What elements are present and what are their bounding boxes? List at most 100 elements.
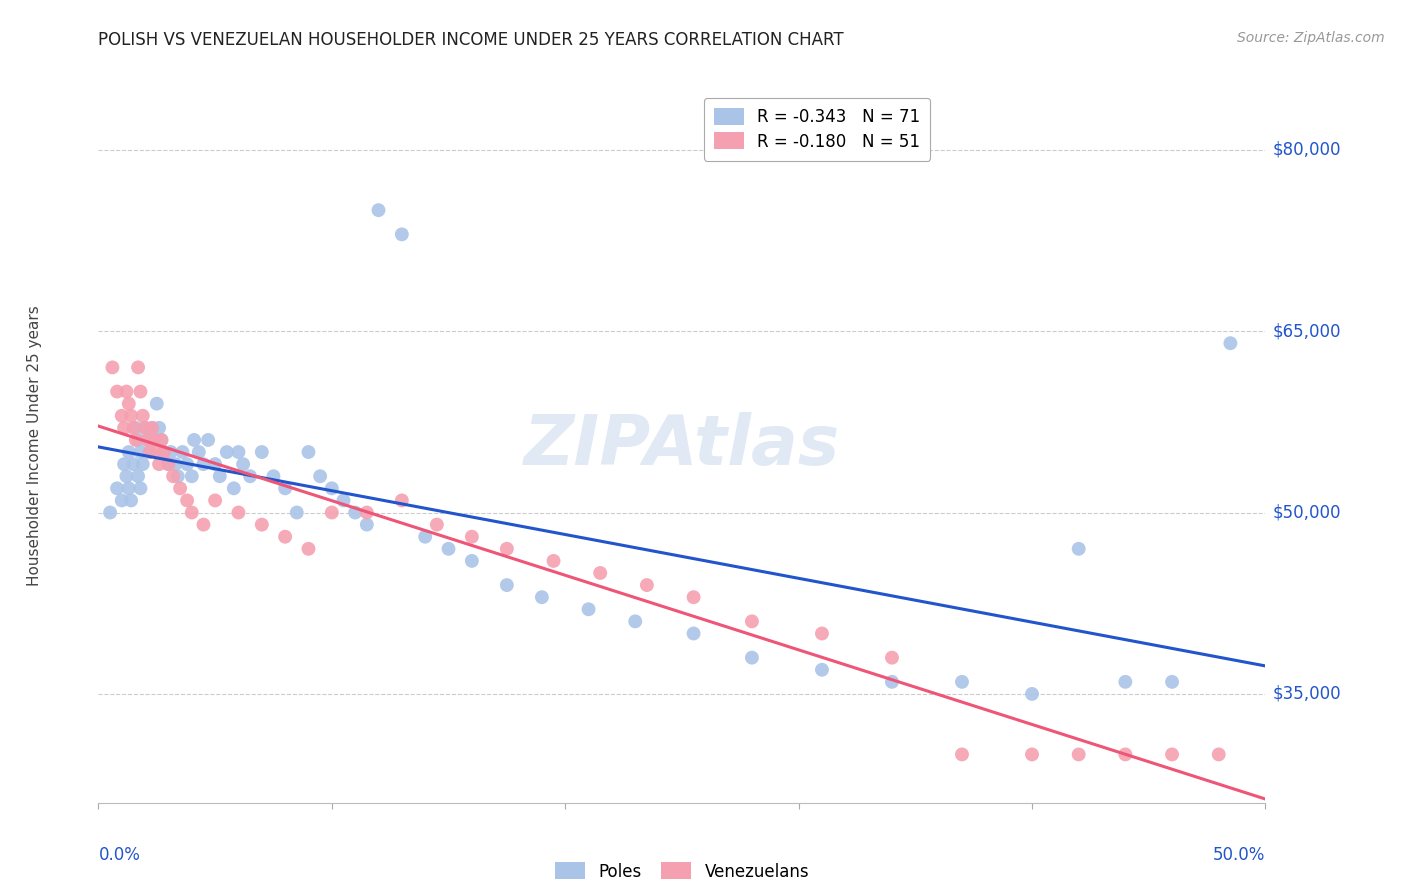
Point — [262, 469, 284, 483]
Point — [187, 445, 209, 459]
Text: POLISH VS VENEZUELAN HOUSEHOLDER INCOME UNDER 25 YEARS CORRELATION CHART: POLISH VS VENEZUELAN HOUSEHOLDER INCOME … — [98, 31, 844, 49]
Point — [1067, 747, 1090, 762]
Point — [136, 433, 159, 447]
Point — [165, 457, 187, 471]
Point — [391, 493, 413, 508]
Point — [129, 481, 152, 495]
Point — [239, 469, 262, 483]
Point — [101, 360, 124, 375]
Point — [132, 457, 155, 471]
Point — [880, 674, 903, 689]
Point — [811, 626, 834, 640]
Point — [811, 663, 834, 677]
Point — [250, 445, 273, 459]
Point — [122, 421, 145, 435]
Point — [111, 409, 134, 423]
Point — [125, 421, 148, 435]
Point — [176, 493, 198, 508]
Point — [461, 530, 484, 544]
Point — [157, 457, 180, 471]
Text: 50.0%: 50.0% — [1213, 846, 1265, 863]
Point — [127, 433, 149, 447]
Point — [461, 554, 484, 568]
Point — [1021, 747, 1043, 762]
Point — [180, 506, 202, 520]
Point — [285, 506, 308, 520]
Point — [98, 506, 121, 520]
Point — [232, 457, 254, 471]
Point — [129, 384, 152, 399]
Point — [193, 457, 215, 471]
Point — [148, 457, 170, 471]
Legend: Poles, Venezuelans: Poles, Venezuelans — [548, 855, 815, 888]
Point — [682, 626, 704, 640]
Point — [146, 397, 169, 411]
Point — [134, 421, 156, 435]
Point — [143, 433, 166, 447]
Point — [228, 445, 250, 459]
Point — [1161, 674, 1184, 689]
Point — [215, 445, 238, 459]
Point — [1067, 541, 1090, 556]
Point — [682, 590, 704, 604]
Point — [166, 469, 188, 483]
Text: Householder Income Under 25 years: Householder Income Under 25 years — [27, 306, 42, 586]
Point — [129, 445, 152, 459]
Point — [741, 615, 763, 629]
Text: Source: ZipAtlas.com: Source: ZipAtlas.com — [1237, 31, 1385, 45]
Point — [157, 457, 180, 471]
Point — [134, 421, 156, 435]
Point — [880, 650, 903, 665]
Point — [228, 506, 250, 520]
Point — [139, 445, 162, 459]
Point — [139, 445, 162, 459]
Point — [118, 481, 141, 495]
Point — [115, 384, 138, 399]
Point — [1114, 747, 1136, 762]
Point — [297, 541, 319, 556]
Point — [152, 445, 174, 459]
Point — [127, 360, 149, 375]
Point — [356, 506, 378, 520]
Text: $35,000: $35,000 — [1272, 685, 1341, 703]
Point — [115, 469, 138, 483]
Point — [950, 674, 973, 689]
Point — [159, 445, 181, 459]
Point — [148, 421, 170, 435]
Point — [589, 566, 612, 580]
Point — [222, 481, 245, 495]
Point — [250, 517, 273, 532]
Point — [146, 445, 169, 459]
Point — [274, 530, 297, 544]
Point — [208, 469, 231, 483]
Point — [141, 421, 163, 435]
Point — [118, 397, 141, 411]
Point — [741, 650, 763, 665]
Text: ZIPAtlas: ZIPAtlas — [524, 412, 839, 480]
Point — [105, 481, 128, 495]
Point — [367, 203, 389, 218]
Point — [321, 506, 343, 520]
Point — [391, 227, 413, 242]
Text: $50,000: $50,000 — [1272, 503, 1341, 522]
Point — [150, 433, 173, 447]
Point — [143, 433, 166, 447]
Point — [122, 457, 145, 471]
Point — [176, 457, 198, 471]
Point — [152, 445, 174, 459]
Point — [204, 493, 226, 508]
Point — [332, 493, 354, 508]
Point — [530, 590, 553, 604]
Point — [204, 457, 226, 471]
Point — [950, 747, 973, 762]
Point — [426, 517, 449, 532]
Point — [437, 541, 460, 556]
Point — [344, 506, 367, 520]
Text: $65,000: $65,000 — [1272, 322, 1341, 340]
Point — [132, 409, 155, 423]
Point — [118, 445, 141, 459]
Point — [543, 554, 565, 568]
Point — [112, 421, 135, 435]
Point — [578, 602, 600, 616]
Point — [413, 530, 436, 544]
